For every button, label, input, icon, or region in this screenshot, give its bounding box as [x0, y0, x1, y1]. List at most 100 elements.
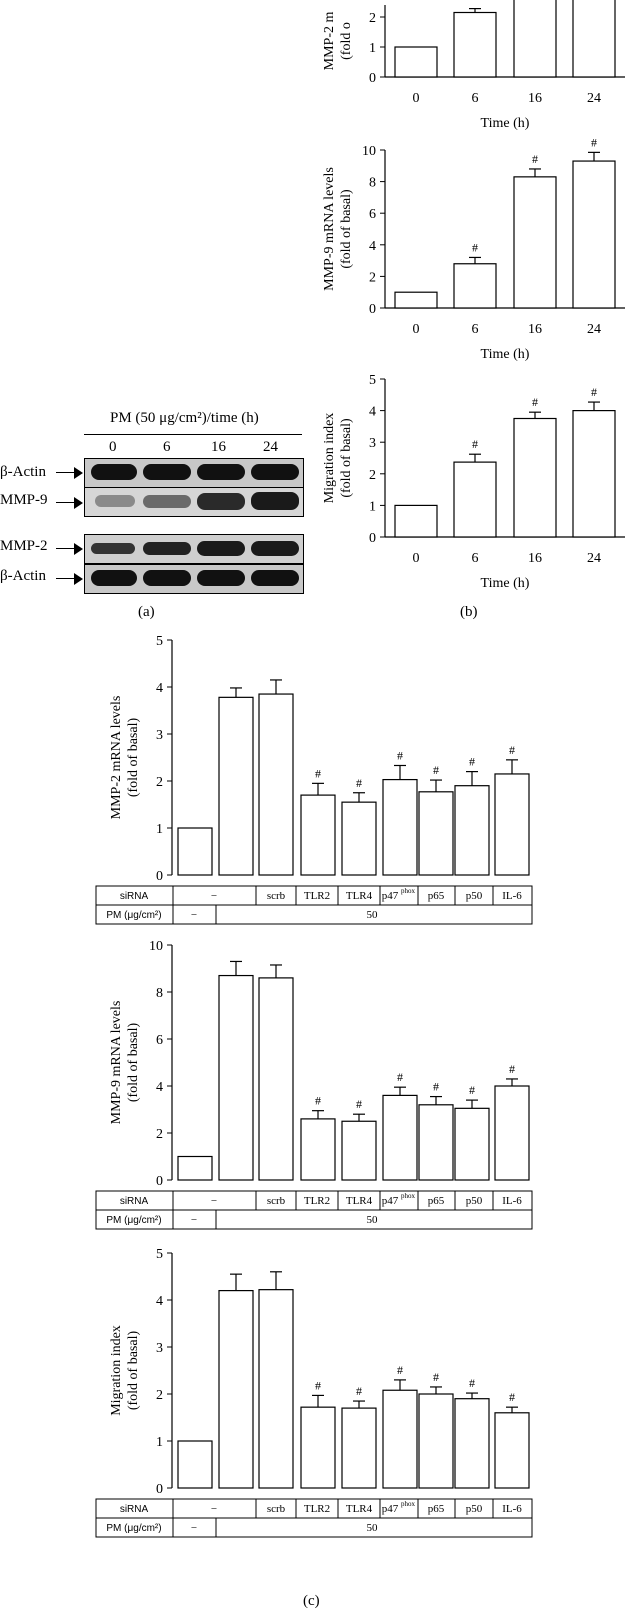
bar [300, 1406, 336, 1489]
y-tick-label: 0 [369, 71, 376, 86]
y-tick-label: 2 [156, 775, 163, 790]
blot-row-label: MMP-2 [0, 538, 48, 554]
arrow-right-icon [74, 543, 83, 555]
sirna-cell: TLR2 [304, 1195, 330, 1207]
blot-header: PM (50 μg/cm²)/time (h) [110, 410, 259, 426]
significance-mark: # [356, 1097, 362, 1111]
bar [394, 291, 438, 309]
bar [341, 1120, 377, 1181]
y-axis-label: (fold of basal) [126, 1331, 141, 1411]
y-axis-label: MMP-9 mRNA levels [322, 167, 337, 291]
blot-row-label: β-Actin [0, 464, 46, 480]
bar [258, 693, 294, 876]
bar [418, 791, 454, 876]
y-tick-label: 3 [156, 1341, 163, 1356]
bar [341, 1407, 377, 1489]
x-tick-label: 16 [528, 91, 542, 106]
bar [494, 1412, 530, 1489]
sirna-cell-superscript: phox [401, 887, 416, 895]
significance-mark: # [532, 395, 538, 409]
significance-mark: # [591, 385, 597, 399]
x-tick-label: 16 [528, 322, 542, 337]
sirna-cell: p47 [382, 1195, 399, 1207]
y-axis-label: (fold of basal) [339, 418, 354, 498]
blot-lane-label: 24 [263, 439, 278, 455]
blot-strip-beta-actin-top [84, 458, 304, 488]
sirna-label: siRNA [120, 891, 149, 902]
sirna-cell: scrb [267, 1195, 286, 1207]
y-tick-label: 4 [156, 1080, 163, 1095]
significance-mark: # [591, 135, 597, 149]
significance-mark: # [397, 1363, 403, 1377]
bar [513, 417, 557, 538]
bar [453, 11, 497, 78]
y-tick-label: 0 [156, 1482, 163, 1497]
blot-lane-label: 16 [211, 439, 226, 455]
y-tick-label: 8 [156, 986, 163, 1001]
y-tick-label: 2 [156, 1388, 163, 1403]
y-tick-label: 5 [156, 1247, 163, 1262]
y-tick-label: 6 [156, 1033, 163, 1048]
pm-cell: 50 [367, 909, 379, 921]
sirna-cell: IL-6 [502, 1195, 522, 1207]
panel-label-a: (a) [138, 604, 155, 620]
sirna-cell: TLR2 [304, 1503, 330, 1515]
pm-cell: 50 [367, 1214, 379, 1226]
y-tick-label: 3 [369, 436, 376, 451]
bar [494, 1085, 530, 1181]
y-axis-label: MMP-2 m [322, 12, 337, 71]
sirna-cell: − [211, 1503, 217, 1515]
sirna-cell: TLR4 [346, 1503, 373, 1515]
y-tick-label: 1 [369, 41, 376, 56]
significance-mark: # [469, 1376, 475, 1390]
sirna-cell: p65 [428, 1503, 445, 1515]
y-tick-label: 1 [156, 822, 163, 837]
y-tick-label: 2 [156, 1127, 163, 1142]
significance-mark: # [509, 1062, 515, 1076]
bar [453, 263, 497, 309]
bar [418, 1393, 454, 1489]
bar [453, 461, 497, 538]
blot-header-rule [84, 434, 302, 435]
x-tick-label: 24 [587, 551, 601, 566]
blot-lane-label: 0 [109, 439, 117, 455]
significance-mark: # [433, 763, 439, 777]
y-tick-label: 1 [156, 1435, 163, 1450]
sirna-cell: p50 [466, 1195, 483, 1207]
y-tick-label: 3 [156, 728, 163, 743]
y-tick-label: 0 [369, 531, 376, 546]
arrow-right-icon [56, 548, 76, 549]
arrow-right-icon [74, 573, 83, 585]
panel-label-c: (c) [303, 1593, 320, 1609]
significance-mark: # [356, 776, 362, 790]
sirna-cell: p47 [382, 890, 399, 902]
bar [218, 696, 254, 876]
sirna-cell: p65 [428, 890, 445, 902]
bar [258, 977, 294, 1181]
x-tick-label: 6 [472, 551, 479, 566]
panel-label-b: (b) [460, 604, 478, 620]
x-tick-label: 16 [528, 551, 542, 566]
y-tick-label: 4 [156, 681, 163, 696]
x-tick-label: 24 [587, 91, 601, 106]
sirna-cell: p50 [466, 890, 483, 902]
significance-mark: # [469, 1083, 475, 1097]
y-axis-label: (fold of basal) [126, 718, 141, 798]
y-axis-label: (fold of basal) [126, 1023, 141, 1103]
bar [177, 1440, 213, 1489]
sirna-cell: − [211, 1195, 217, 1207]
blot-strip-beta-actin-bottom [84, 564, 304, 594]
sirna-cell: scrb [267, 890, 286, 902]
bar [382, 1389, 418, 1489]
sirna-cell: IL-6 [502, 1503, 522, 1515]
blot-lane-label: 6 [163, 439, 171, 455]
x-tick-label: 24 [587, 322, 601, 337]
y-tick-label: 0 [369, 302, 376, 317]
sirna-cell: TLR2 [304, 890, 330, 902]
arrow-right-icon [56, 472, 76, 473]
y-tick-label: 4 [156, 1294, 163, 1309]
pm-label: PM (μg/cm²) [106, 1215, 161, 1226]
y-axis-label: (fold o [339, 22, 354, 60]
bar [418, 1104, 454, 1181]
bar [572, 410, 616, 538]
